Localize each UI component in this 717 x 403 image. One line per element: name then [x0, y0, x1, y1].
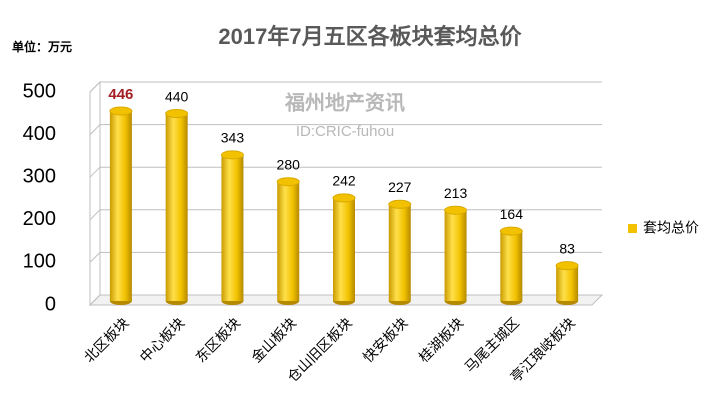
- chart-title: 2017年7月五区各板块套均总价: [218, 24, 522, 49]
- bar-cap: [499, 226, 523, 236]
- bar: [388, 204, 411, 301]
- bar-cap: [109, 106, 133, 116]
- y-tick-label: 400: [23, 123, 56, 145]
- bar-cap: [555, 261, 579, 271]
- grid-line: [89, 81, 602, 93]
- grid-line: [89, 209, 602, 221]
- y-tick-label: 100: [23, 251, 56, 273]
- data-label: 164: [500, 206, 524, 222]
- back-wall: [89, 80, 101, 307]
- data-label: 446: [108, 86, 133, 103]
- grid-line: [89, 124, 602, 135]
- bar: [556, 265, 579, 301]
- y-tick-label: 200: [23, 208, 56, 230]
- data-label: 83: [559, 240, 575, 256]
- y-tick-label: 500: [23, 80, 56, 102]
- data-label: 440: [165, 88, 189, 104]
- bar-cap: [332, 193, 356, 203]
- bar-cap: [444, 205, 468, 215]
- bar: [500, 231, 523, 301]
- data-label: 242: [332, 173, 356, 189]
- data-label: 343: [221, 130, 245, 146]
- bar-cap: [220, 150, 244, 160]
- data-label: 213: [444, 185, 468, 201]
- grid-line: [89, 166, 602, 178]
- bar: [444, 210, 467, 301]
- bar: [221, 154, 244, 301]
- x-tick-label: 金山板块: [248, 314, 299, 365]
- y-tick-label: 300: [23, 165, 56, 187]
- x-tick-label: 东区板块: [192, 314, 243, 365]
- bar-cap: [276, 177, 300, 187]
- y-tick-label: 0: [45, 293, 56, 315]
- x-tick-label: 北区板块: [81, 314, 132, 365]
- x-tick-label: 中心板块: [136, 314, 187, 365]
- legend-label: 套均总价: [643, 220, 699, 236]
- unit-label: 单位：万元: [12, 39, 72, 54]
- bar: [109, 111, 132, 301]
- grid-line: [89, 294, 602, 306]
- grid-line: [89, 251, 602, 263]
- x-tick-label: 快安板块: [360, 314, 411, 365]
- bar-cap: [165, 109, 189, 119]
- x-tick-label: 马尾主城区: [461, 314, 522, 375]
- bar-cap: [388, 199, 412, 209]
- legend-swatch: [628, 224, 637, 233]
- bar: [277, 181, 300, 301]
- data-label: 227: [388, 179, 412, 195]
- x-tick-label: 桂湖板块: [415, 314, 466, 365]
- bar: [333, 197, 355, 301]
- data-label: 280: [277, 156, 301, 172]
- watermark: 福州地产资讯: [284, 90, 405, 114]
- watermark: ID:CRIC-fuhou: [296, 123, 394, 140]
- bar: [165, 113, 188, 301]
